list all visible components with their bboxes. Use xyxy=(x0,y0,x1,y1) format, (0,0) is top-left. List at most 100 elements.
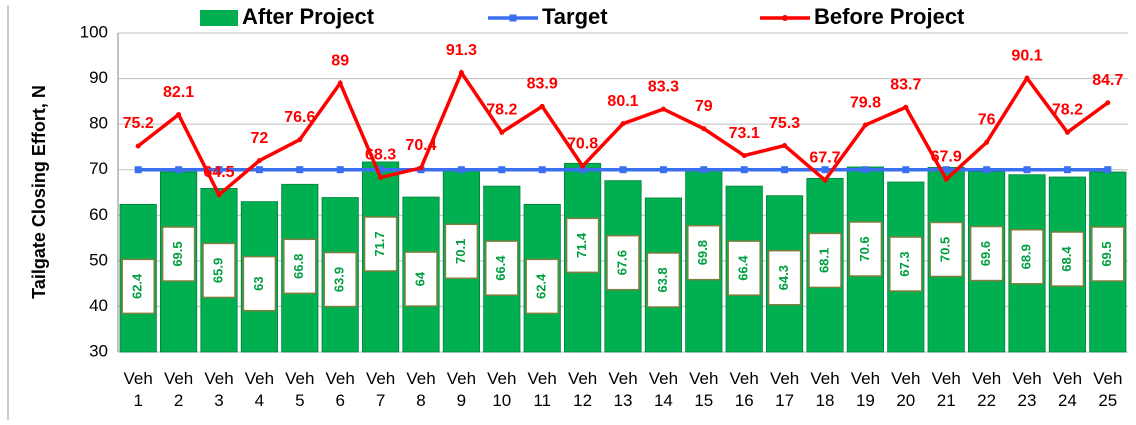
marker xyxy=(821,166,829,174)
data-label-box xyxy=(1091,226,1125,282)
data-label: 83.7 xyxy=(890,77,921,94)
y-axis-label: Tailgate Closing Effort, N xyxy=(29,85,49,299)
x-tick-label: Veh 18 xyxy=(810,369,839,410)
marker xyxy=(296,166,304,174)
data-label: 69.8 xyxy=(695,240,710,265)
marker xyxy=(1023,166,1031,174)
data-label-box xyxy=(444,223,479,280)
data-label-box xyxy=(525,258,559,315)
x-tick-label: Veh 23 xyxy=(1012,369,1041,410)
marker xyxy=(782,143,788,149)
x-tick-label: Veh 20 xyxy=(891,369,920,410)
data-label: 83.9 xyxy=(527,76,558,93)
y-tick-label: 100 xyxy=(80,22,108,41)
data-label: 67.7 xyxy=(809,149,840,166)
marker xyxy=(216,192,222,198)
marker xyxy=(297,137,303,143)
data-label-box xyxy=(363,216,398,272)
data-label: 83.3 xyxy=(648,78,679,95)
marker xyxy=(336,166,344,174)
marker xyxy=(1063,166,1071,174)
marker xyxy=(580,163,586,169)
marker xyxy=(378,174,384,180)
data-label: 64.5 xyxy=(203,164,234,181)
legend-label: After Project xyxy=(242,4,375,29)
data-label: 78.2 xyxy=(486,102,517,119)
marker xyxy=(538,166,546,174)
marker xyxy=(175,166,183,174)
data-label: 79 xyxy=(695,98,713,115)
x-tick-label: Veh 7 xyxy=(366,369,395,410)
marker xyxy=(659,166,667,174)
legend-marker xyxy=(782,15,788,21)
marker xyxy=(1105,100,1111,106)
marker xyxy=(1064,129,1070,135)
marker xyxy=(458,70,464,76)
marker xyxy=(1104,166,1112,174)
x-tick-label: Veh 9 xyxy=(447,369,476,410)
marker xyxy=(499,129,505,135)
data-label: 70.8 xyxy=(567,135,598,152)
data-label-box xyxy=(606,234,640,291)
data-label-box xyxy=(1050,231,1085,287)
data-label: 63 xyxy=(251,276,266,290)
marker xyxy=(740,166,748,174)
data-label-box xyxy=(687,224,721,281)
marker xyxy=(701,126,707,132)
data-label-box xyxy=(889,236,923,292)
data-label: 78.2 xyxy=(1052,102,1083,119)
data-label-box xyxy=(848,221,883,277)
data-label: 89 xyxy=(331,52,349,69)
data-label: 71.4 xyxy=(574,232,589,258)
x-tick-label: Veh 5 xyxy=(285,369,314,410)
marker xyxy=(983,166,991,174)
y-tick-label: 60 xyxy=(89,205,108,224)
data-label: 69.5 xyxy=(1099,241,1114,266)
x-tick-label: Veh 22 xyxy=(972,369,1001,410)
x-tick-label: Veh 6 xyxy=(326,369,355,410)
x-tick-label: Veh 21 xyxy=(932,369,961,410)
legend-label: Target xyxy=(542,4,608,29)
marker xyxy=(942,166,950,174)
data-label: 84.7 xyxy=(1092,72,1123,89)
y-tick-label: 80 xyxy=(89,114,108,133)
data-label: 70.6 xyxy=(857,236,872,261)
marker xyxy=(377,166,385,174)
data-label: 72 xyxy=(251,130,269,147)
marker xyxy=(862,122,868,128)
x-tick-label: Veh 4 xyxy=(245,369,274,410)
data-label-box xyxy=(242,255,277,312)
data-label: 66.4 xyxy=(493,255,508,281)
data-label: 76 xyxy=(978,112,996,129)
marker xyxy=(256,158,262,164)
data-label: 71.7 xyxy=(372,231,387,256)
data-label: 70.5 xyxy=(938,237,953,262)
data-label: 76.6 xyxy=(284,109,315,126)
marker xyxy=(781,166,789,174)
marker xyxy=(337,80,343,86)
x-tick-label: Veh 16 xyxy=(730,369,759,410)
y-tick-label: 90 xyxy=(89,68,108,87)
marker xyxy=(498,166,506,174)
y-tick-label: 40 xyxy=(89,296,108,315)
data-label-box xyxy=(283,238,317,295)
x-tick-label: Veh 13 xyxy=(608,369,637,410)
x-tick-label: Veh 1 xyxy=(124,369,153,410)
marker xyxy=(619,166,627,174)
marker xyxy=(861,166,869,174)
marker xyxy=(418,165,424,171)
marker xyxy=(903,104,909,110)
data-label: 68.1 xyxy=(816,248,831,273)
marker xyxy=(822,177,828,183)
data-label: 63.9 xyxy=(332,267,347,292)
data-label: 67.9 xyxy=(931,149,962,166)
marker xyxy=(539,103,545,109)
data-label-box xyxy=(969,225,1004,282)
marker xyxy=(700,166,708,174)
data-label: 80.1 xyxy=(607,93,638,110)
data-label: 68.4 xyxy=(1059,246,1074,272)
x-tick-label: Veh 15 xyxy=(689,369,718,410)
data-label-box xyxy=(727,240,761,296)
data-label: 70.1 xyxy=(453,239,468,264)
